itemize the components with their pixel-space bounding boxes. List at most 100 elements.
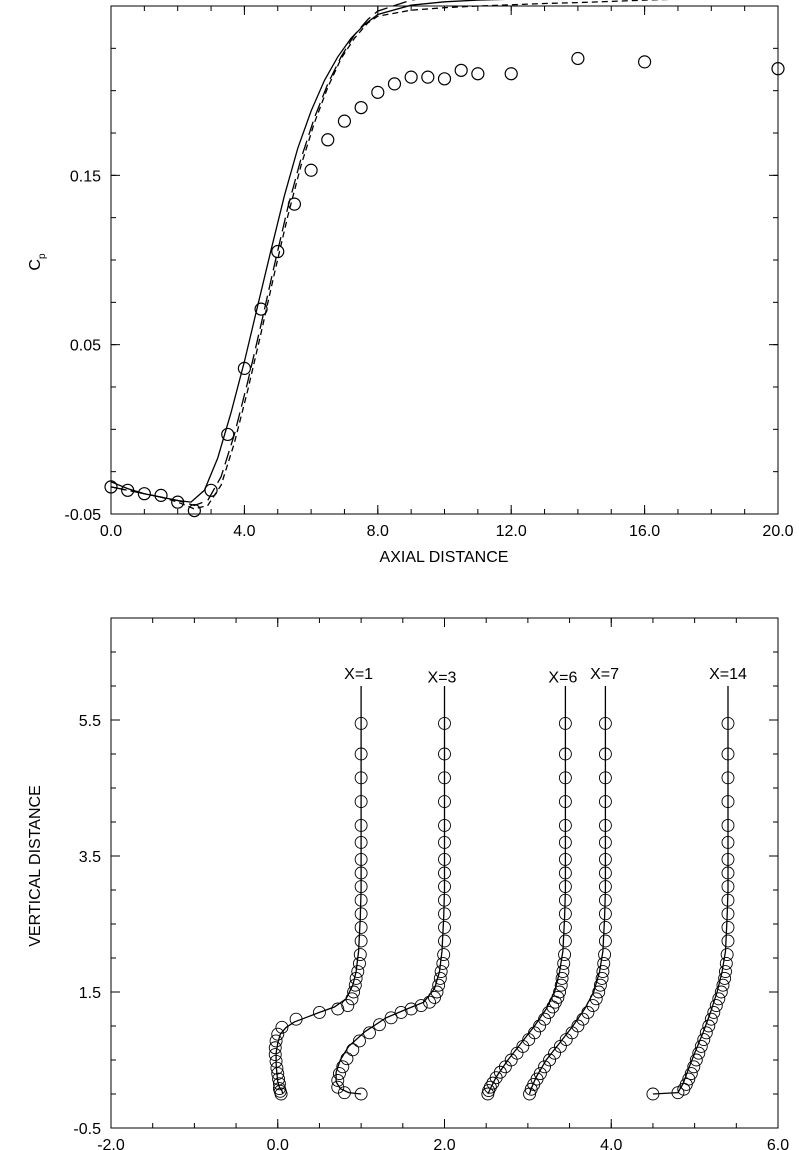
pressure-coefficient-chart: 0.0 4.0 8.0 12.0 16.0 20.0 -0.05 0.05 0.15 AXIAL… <box>27 0 794 566</box>
chart2-data-point <box>271 1027 285 1041</box>
chart2-data-point <box>436 956 450 970</box>
chart2-data-point <box>268 1041 282 1055</box>
chart1-data-point <box>771 62 785 76</box>
velocity-profiles-chart: -2.0 0.0 2.0 4.0 6.0-0.51.53.55.5 X=1 X=3 X=6 X… <box>27 617 789 1150</box>
chart2-data-point <box>312 1005 326 1019</box>
chart2-data-point <box>483 1080 497 1094</box>
chart2-data-point <box>438 852 451 866</box>
chart2-data-point <box>373 1018 386 1032</box>
chart2-data-point <box>712 992 726 1006</box>
chart1-xtick-label: 4.0 <box>233 523 255 540</box>
chart2-data-point <box>434 965 448 979</box>
chart2-data-point <box>438 934 451 948</box>
chart1-y-label-main: C <box>27 259 44 271</box>
chart2-data-point <box>354 795 368 809</box>
chart2-data-point <box>433 971 447 985</box>
chart2-data-point <box>689 1053 703 1067</box>
chart2-data-point <box>438 880 451 894</box>
chart2-data-point <box>598 716 612 730</box>
chart2-data-point <box>341 999 355 1013</box>
chart2-data-point <box>353 956 366 970</box>
chart2-data-point <box>707 1005 721 1019</box>
chart2-data-point <box>351 965 365 979</box>
chart1-y-axis-label: Cp <box>27 253 48 271</box>
chart1-data-point <box>304 163 318 177</box>
chart2-data-point <box>682 1072 696 1086</box>
chart2-data-point <box>438 866 451 880</box>
chart1-plot-frame <box>110 5 779 515</box>
chart2-data-point <box>486 1076 500 1090</box>
chart2-data-point <box>348 978 362 992</box>
chart1-data-point <box>287 197 302 211</box>
chart2-data-point <box>404 1002 418 1016</box>
chart2-data-point <box>702 1019 716 1033</box>
chart2-data-point <box>428 990 441 1004</box>
chart1-data-point <box>237 361 251 375</box>
chart2-data-point <box>598 771 612 785</box>
chart2-data-point <box>289 1012 303 1026</box>
chart2-data-point <box>272 1072 286 1086</box>
chart1-data-point <box>204 483 218 497</box>
chart2-data-point <box>354 893 368 907</box>
chart2-data-point <box>718 971 732 985</box>
chart2-data-point <box>721 907 735 921</box>
chart2-data-point <box>438 907 451 921</box>
chart2-data-point <box>598 795 612 809</box>
chart2-data-point <box>268 1048 282 1062</box>
chart2-data-point <box>720 948 734 962</box>
chart2-data-point <box>354 934 368 948</box>
chart2-data-point <box>558 716 572 730</box>
chart2-data-point <box>554 978 568 992</box>
chart2-data-point <box>598 835 612 849</box>
chart1-series-line-long-dash <box>110 0 417 507</box>
chart2-data-point <box>692 1046 706 1060</box>
chart2-data-point <box>586 999 600 1013</box>
chart2-data-point <box>269 1054 283 1068</box>
svg-text:Cp: Cp <box>27 253 48 271</box>
chart2-data-point <box>354 818 368 832</box>
chart2-data-point <box>354 866 368 880</box>
chart2-data-point <box>721 934 735 948</box>
chart2-data-point <box>589 992 603 1006</box>
chart2-data-point <box>558 818 572 832</box>
chart2-data-point <box>721 771 735 785</box>
chart1-xtick-label: 20.0 <box>762 523 793 540</box>
chart2-data-point <box>498 1060 512 1074</box>
chart2-profile-line <box>275 686 362 1095</box>
chart2-data-point <box>598 907 612 921</box>
chart2-data-point <box>558 880 572 894</box>
chart2-profile-label: X=3 <box>428 670 457 687</box>
chart2-ytick-label: -0.5 <box>73 1121 101 1138</box>
chart2-data-point <box>721 747 735 761</box>
chart2-data-point <box>384 1011 398 1025</box>
chart1-y-label-sub: p <box>37 253 48 259</box>
chart1-series-line-solid <box>110 0 506 503</box>
chart2-data-point <box>438 893 451 907</box>
chart2-data-point <box>354 716 368 730</box>
chart2-data-point <box>716 978 730 992</box>
chart1-ytick-label: 0.05 <box>70 338 101 355</box>
chart1-ytick-label: -0.05 <box>65 507 102 524</box>
chart2-data-point <box>558 893 572 907</box>
chart1-data-point <box>504 67 518 81</box>
chart2-data-point <box>598 747 612 761</box>
chart1-data-point <box>571 51 585 66</box>
chart2-data-point <box>721 893 735 907</box>
chart2-tick-labels: -2.0 0.0 2.0 4.0 6.0 -0.5 1.5 3.5 5.5 <box>73 713 789 1150</box>
chart2-data-point <box>598 818 612 832</box>
chart2-data-point <box>598 893 612 907</box>
chart2-data-point <box>598 880 612 894</box>
chart2-data-point <box>354 835 368 849</box>
chart2-data-point <box>438 716 451 730</box>
chart1-data-point <box>321 133 335 147</box>
chart2-ytick-label: 1.5 <box>79 985 101 1002</box>
chart2-data-point <box>269 1034 283 1048</box>
chart2-data-point <box>721 716 735 730</box>
chart2-data-point <box>558 934 572 948</box>
chart2-data-point <box>598 934 612 948</box>
chart1-data-point <box>137 487 151 501</box>
chart2-data-point <box>556 965 570 979</box>
chart2-data-point <box>646 1087 660 1101</box>
chart2-data-point <box>597 956 611 970</box>
